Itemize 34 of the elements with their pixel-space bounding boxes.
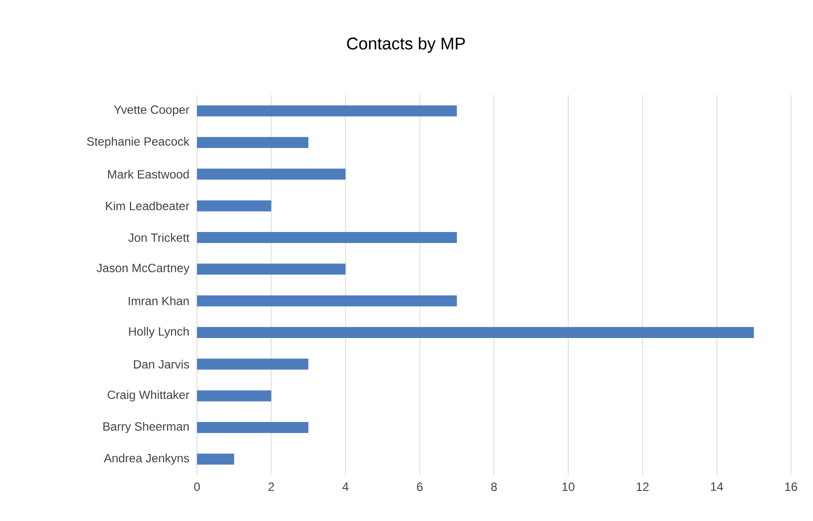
x-tick-label: 14 (711, 482, 724, 491)
x-tick-label: 10 (562, 482, 574, 491)
y-tick-label: Holly Lynch (129, 326, 189, 338)
y-tick-label: Jason McCartney (96, 264, 190, 275)
y-tick-label: Kim Leadbeater (106, 201, 190, 210)
x-tick-label: 16 (785, 482, 798, 491)
bar (197, 327, 754, 338)
bar (197, 390, 272, 402)
bar (197, 422, 308, 434)
y-tick-label: Jon Trickett (128, 233, 190, 242)
y-tick-label: Andrea Jenkyns (104, 454, 190, 465)
x-tick-label: 2 (268, 482, 274, 491)
x-tick-label: 12 (636, 482, 649, 491)
y-tick-label: Craig Whittaker (108, 390, 190, 402)
chart-title: Contacts by MP (347, 37, 465, 53)
x-tick-label: 0 (194, 482, 200, 491)
bar (197, 232, 457, 244)
bar (197, 200, 272, 212)
bar (197, 454, 234, 465)
x-tick-label: 6 (417, 482, 423, 491)
bar (197, 137, 308, 148)
x-tick-label: 8 (491, 482, 497, 491)
y-tick-label: Imran Khan (128, 296, 189, 306)
y-tick-label: Stephanie Peacock (87, 136, 190, 148)
bar (197, 295, 457, 306)
y-tick-label: Mark Eastwood (108, 170, 189, 179)
bar (197, 168, 346, 180)
y-tick-label: Dan Jarvis (134, 360, 190, 369)
bar (197, 264, 346, 275)
y-tick-label: Yvette Cooper (114, 105, 190, 116)
y-tick-label: Barry Sheerman (103, 422, 189, 434)
x-tick-label: 4 (342, 482, 348, 491)
bar (197, 105, 457, 116)
bar (197, 358, 308, 370)
